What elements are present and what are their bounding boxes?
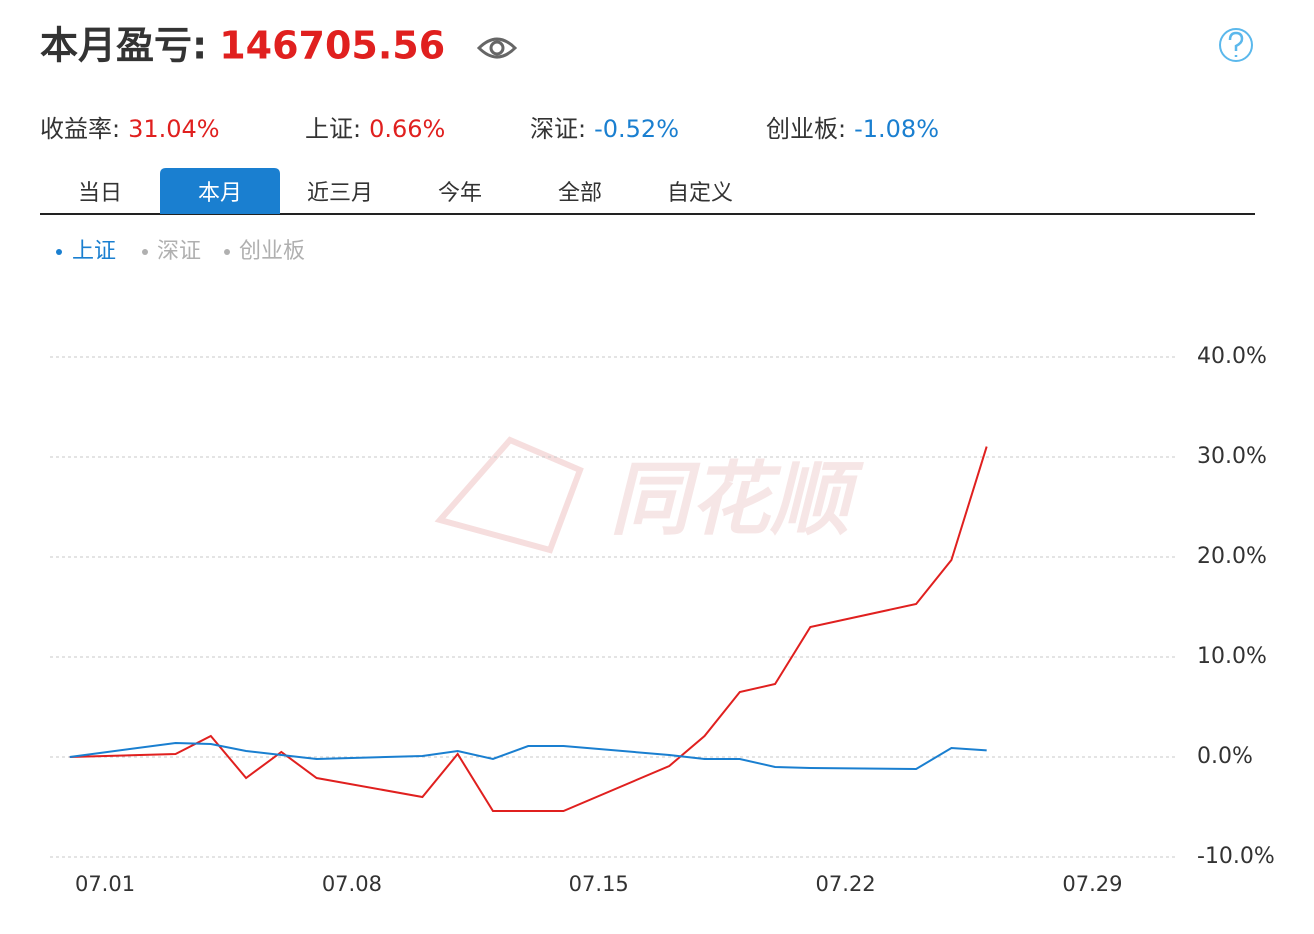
tab[interactable]: 当日	[78, 181, 122, 206]
tab[interactable]: 本月	[198, 181, 242, 206]
tab[interactable]: 自定义	[667, 181, 733, 206]
y-tick-label: -10.0%	[1197, 844, 1275, 869]
tab[interactable]: 近三月	[307, 181, 373, 206]
legend-item[interactable]: 上证	[72, 239, 116, 264]
watermark: 同花顺	[610, 453, 864, 546]
title: 本月盈亏:	[40, 24, 207, 68]
help-mark	[1228, 31, 1244, 57]
help-circle	[1219, 28, 1253, 62]
y-tick-label: 0.0%	[1197, 744, 1253, 769]
watermark-logo	[434, 436, 584, 554]
eye-outline	[476, 37, 518, 59]
stat-label: 创业板:	[766, 115, 846, 143]
legend-dot	[224, 249, 231, 255]
legend-item[interactable]: 深证	[157, 239, 201, 264]
y-tick-label: 10.0%	[1197, 644, 1267, 669]
stat-label: 深证:	[530, 115, 586, 143]
series-line	[69, 446, 988, 812]
y-tick-label: 20.0%	[1197, 544, 1267, 569]
x-tick-label: 07.22	[816, 872, 876, 896]
series-line	[69, 741, 987, 771]
help-icon[interactable]	[1219, 28, 1253, 62]
stat-label: 上证:	[305, 115, 361, 143]
eye-icon[interactable]	[476, 37, 518, 59]
tab[interactable]: 全部	[558, 181, 602, 206]
x-tick-label: 07.01	[75, 872, 135, 896]
stat-value: -1.08%	[854, 115, 939, 143]
x-tick-label: 07.08	[322, 872, 382, 896]
y-tick-label: 40.0%	[1197, 344, 1267, 369]
legend-item[interactable]: 创业板	[239, 239, 305, 264]
x-tick-label: 07.15	[569, 872, 629, 896]
stat-value: 0.66%	[369, 115, 445, 143]
eye-pupil	[489, 40, 505, 56]
tab-active-bg	[160, 168, 280, 214]
y-tick-label: 30.0%	[1197, 444, 1267, 469]
stat-label: 收益率:	[40, 115, 120, 143]
legend-dot	[142, 249, 148, 255]
legend-dot	[56, 249, 62, 255]
profit-value: 146705.56	[219, 24, 445, 68]
stat-value: 31.04%	[128, 115, 220, 143]
x-tick-label: 07.29	[1062, 872, 1122, 896]
tab[interactable]: 今年	[438, 181, 482, 206]
stat-value: -0.52%	[594, 115, 679, 143]
